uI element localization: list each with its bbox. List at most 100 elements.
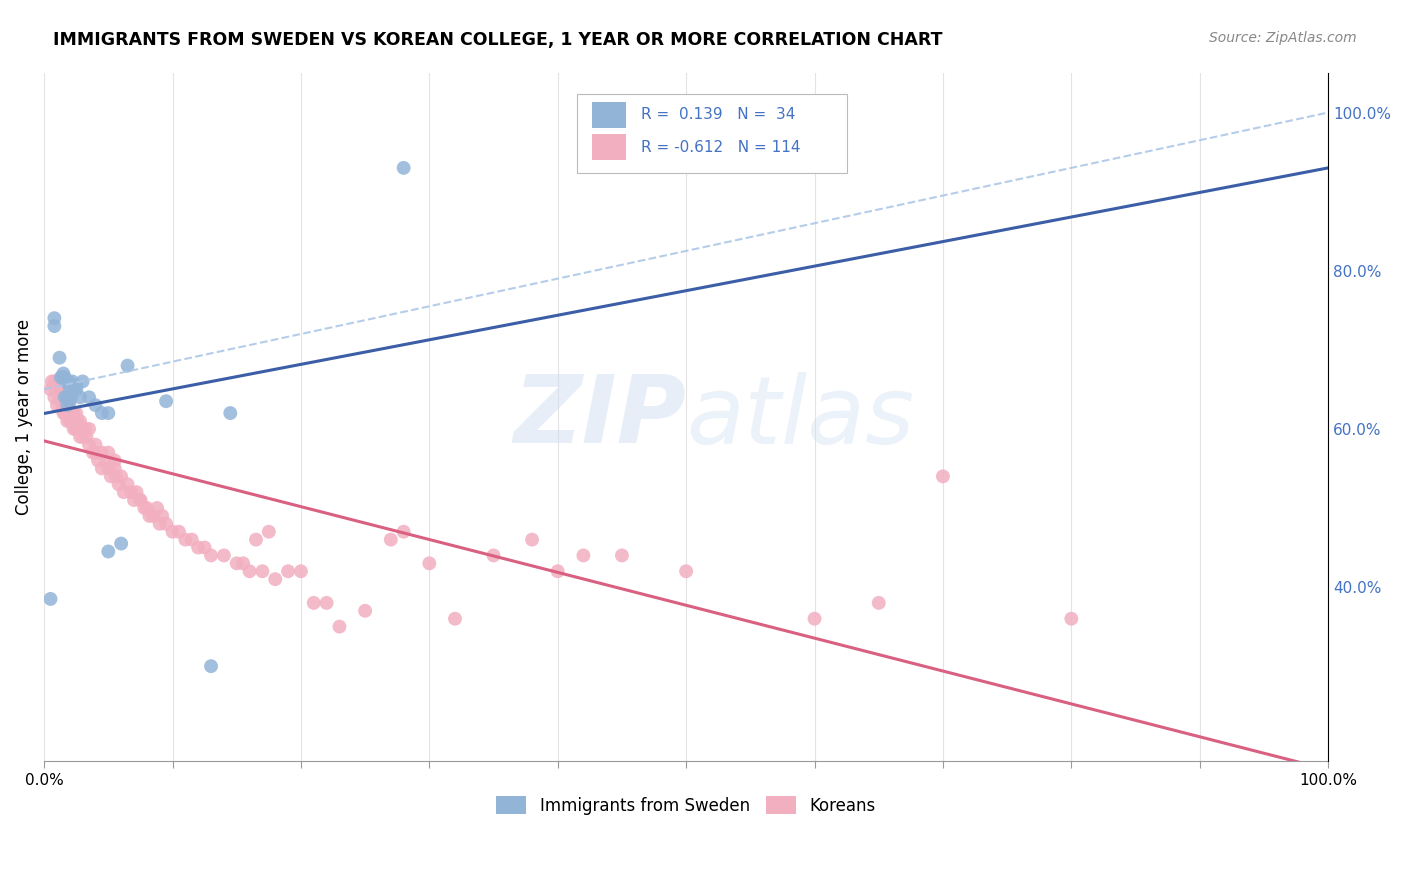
Point [219, 406, 242, 420]
Point [482, 549, 505, 563]
Point [53, 370, 76, 384]
Point [58, 406, 80, 420]
Point [129, 493, 152, 508]
Point [107, 477, 129, 491]
Point [52, 367, 75, 381]
Point [200, 549, 222, 563]
Point [97, 544, 120, 558]
Point [277, 564, 299, 578]
Point [60, 406, 83, 420]
Point [238, 564, 260, 578]
Point [100, 469, 122, 483]
Point [232, 557, 254, 571]
Point [90, 445, 112, 459]
Point [245, 533, 267, 547]
Point [49, 375, 72, 389]
Point [52, 370, 75, 384]
Point [149, 516, 172, 531]
Point [135, 500, 157, 515]
Point [72, 375, 94, 389]
Point [90, 461, 112, 475]
Point [59, 382, 82, 396]
Point [44, 319, 66, 334]
Y-axis label: College, 1 year or more: College, 1 year or more [15, 319, 32, 515]
Point [69, 414, 91, 428]
Point [41, 375, 63, 389]
Point [62, 406, 84, 420]
Point [65, 378, 87, 392]
Point [200, 659, 222, 673]
Point [44, 390, 66, 404]
Point [112, 485, 135, 500]
Point [110, 536, 132, 550]
Point [60, 414, 83, 428]
Point [60, 390, 83, 404]
Point [46, 375, 69, 389]
Point [155, 516, 177, 531]
Point [142, 508, 165, 523]
Point [55, 398, 77, 412]
Point [48, 351, 70, 365]
Point [868, 596, 890, 610]
Bar [592, 102, 626, 128]
Point [59, 414, 82, 428]
Point [53, 390, 76, 404]
Point [150, 508, 173, 523]
Legend: Immigrants from Sweden, Koreans: Immigrants from Sweden, Koreans [496, 796, 876, 814]
Point [55, 375, 77, 389]
Point [90, 406, 112, 420]
Point [39, 591, 62, 606]
Point [44, 375, 66, 389]
Point [53, 398, 76, 412]
Point [59, 406, 82, 420]
Point [49, 370, 72, 384]
Point [53, 406, 76, 420]
Point [803, 612, 825, 626]
Point [44, 311, 66, 326]
Point [65, 382, 87, 396]
FancyBboxPatch shape [576, 94, 846, 173]
Point [167, 524, 190, 539]
Point [82, 445, 104, 459]
Point [105, 469, 128, 483]
Point [572, 549, 595, 563]
Point [104, 453, 127, 467]
Point [53, 390, 76, 404]
Point [56, 406, 79, 420]
Point [125, 485, 148, 500]
Point [354, 604, 377, 618]
Point [610, 549, 633, 563]
Point [59, 390, 82, 404]
Point [65, 422, 87, 436]
Point [62, 422, 84, 436]
Point [56, 390, 79, 404]
Point [97, 461, 120, 475]
Point [84, 398, 107, 412]
Point [418, 557, 440, 571]
Point [252, 564, 274, 578]
Point [180, 533, 202, 547]
Point [87, 453, 110, 467]
Point [162, 524, 184, 539]
Point [49, 382, 72, 396]
Point [675, 564, 697, 578]
Point [53, 390, 76, 404]
Point [63, 414, 86, 428]
Point [60, 406, 83, 420]
Point [932, 469, 955, 483]
Point [138, 508, 160, 523]
Point [264, 572, 287, 586]
Point [146, 500, 169, 515]
Point [257, 524, 280, 539]
Point [60, 375, 83, 389]
Point [52, 406, 75, 420]
Point [392, 524, 415, 539]
Point [51, 398, 73, 412]
Point [444, 612, 467, 626]
Point [520, 533, 543, 547]
Point [110, 469, 132, 483]
Text: atlas: atlas [686, 372, 914, 463]
Point [66, 414, 89, 428]
Point [117, 359, 139, 373]
Point [97, 406, 120, 420]
